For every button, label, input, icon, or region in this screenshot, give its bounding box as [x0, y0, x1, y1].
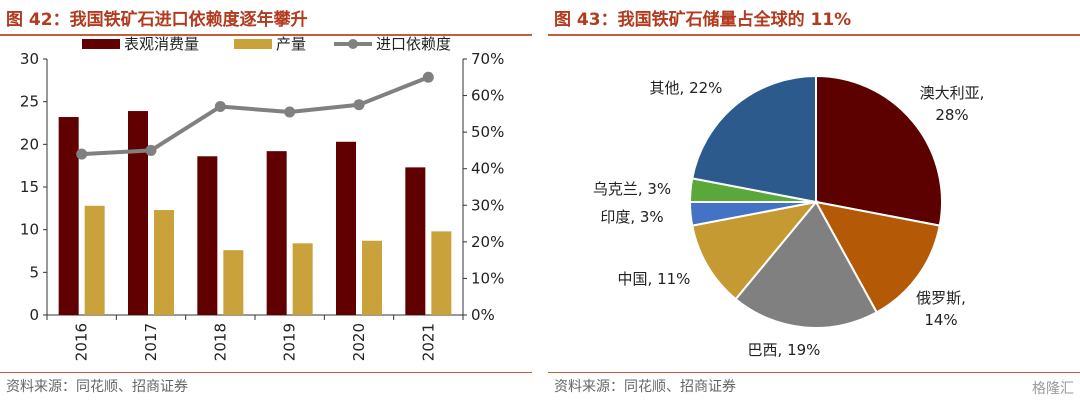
production-bar	[223, 250, 244, 315]
pie-label: 其他, 22%	[650, 79, 723, 97]
dependency-point	[76, 148, 88, 160]
reserves-pie-chart: 澳大利亚, 28% 俄罗斯, 14% 巴西, 19% 中国, 11% 印度, 3% 乌克兰, …	[593, 74, 985, 359]
right-y-tick-label: 30%	[471, 196, 504, 214]
left-figure-panel: 图 42：我国铁矿石进口依赖度逐年攀升 0 5 10 15 20 25 30 0% 10% 20%…	[0, 0, 532, 403]
production-bar	[362, 240, 382, 315]
x-tick-label: 2020	[350, 323, 368, 361]
production-bar	[431, 231, 452, 315]
right-title-rule	[548, 34, 1080, 36]
consumption-bar	[405, 167, 426, 315]
left-y-tick-label: 15	[20, 178, 39, 196]
right-y-tick-label: 10%	[471, 269, 504, 287]
pie-slice	[815, 74, 943, 227]
x-tick-label: 2021	[419, 323, 437, 361]
left-figure-title: 图 42：我国铁矿石进口依赖度逐年攀升	[6, 10, 308, 30]
dependency-point	[422, 71, 434, 83]
pie-label: 中国, 11%	[618, 270, 691, 288]
consumption-bar	[336, 141, 356, 315]
left-y-tick-label: 0	[29, 306, 39, 324]
left-y-tick-label: 20	[20, 135, 39, 153]
legend-label-production: 产量	[276, 35, 306, 53]
right-y-tick-label: 20%	[471, 233, 504, 251]
right-figure-title: 图 43：我国铁矿石储量占全球的 11%	[554, 10, 852, 30]
dependency-point	[353, 99, 365, 111]
x-tick-label: 2019	[281, 323, 299, 361]
right-y-tick-label: 60%	[471, 87, 504, 105]
pie-slice	[734, 200, 879, 329]
pie-label-name: 俄罗斯,	[916, 289, 966, 307]
pie-label: 巴西, 19%	[748, 341, 821, 359]
left-title-rule	[0, 34, 532, 36]
left-y-tick-label: 10	[20, 221, 39, 239]
dependency-line	[81, 75, 430, 157]
right-y-tick-label: 40%	[471, 160, 504, 178]
pie-label: 印度, 3%	[600, 208, 663, 226]
right-figure-panel: 图 43：我国铁矿石储量占全球的 11% 澳大利亚, 28% 俄罗斯, 14% 巴西, …	[548, 0, 1080, 403]
left-y-tick-label: 25	[20, 93, 39, 111]
legend-label-consumption: 表观消费量	[124, 35, 199, 53]
left-source-rule	[0, 372, 532, 373]
pie-label-value: 28%	[935, 106, 968, 124]
right-y-tick-label: 50%	[471, 123, 504, 141]
production-bar	[154, 210, 174, 315]
legend-label-dependency: 进口依赖度	[376, 35, 451, 53]
consumption-bar	[197, 156, 218, 315]
left-source-note: 资料来源：同花顺、招商证券	[6, 379, 188, 395]
legend-swatch-dependency-marker	[348, 39, 358, 49]
right-y-tick-label: 0%	[471, 306, 495, 324]
pie-slice	[814, 200, 941, 314]
right-source-note: 资料来源：同花顺、招商证券	[554, 379, 736, 395]
consumption-bar	[128, 111, 148, 315]
x-tick-label: 2018	[211, 323, 229, 361]
dependency-point	[284, 106, 296, 118]
dependency-point	[145, 144, 157, 156]
left-y-tick-label: 5	[29, 263, 39, 281]
left-y-tick-label: 30	[20, 50, 39, 68]
pie-slice	[691, 74, 817, 204]
legend-swatch-consumption	[82, 39, 120, 49]
right-y-tick-label: 70%	[471, 50, 504, 68]
consumption-bar	[58, 117, 79, 315]
dependency-point	[214, 101, 226, 113]
legend-swatch-production	[234, 39, 272, 49]
pie-label: 乌克兰, 3%	[593, 180, 671, 198]
production-bar	[292, 243, 313, 315]
x-tick-label: 2017	[142, 323, 160, 361]
pie-label-value: 14%	[924, 311, 957, 329]
right-source-rule	[548, 372, 1080, 373]
production-bar	[84, 205, 105, 315]
pie-label-name: 澳大利亚,	[920, 84, 985, 102]
pie-slice	[691, 200, 819, 301]
import-dependency-chart: 0 5 10 15 20 25 30 0% 10% 20% 30% 40% 50% 60% 70% 2016 2…	[20, 35, 504, 361]
x-tick-label: 2016	[73, 323, 91, 361]
watermark: 格隆汇	[1032, 381, 1074, 397]
consumption-bar	[266, 151, 287, 315]
